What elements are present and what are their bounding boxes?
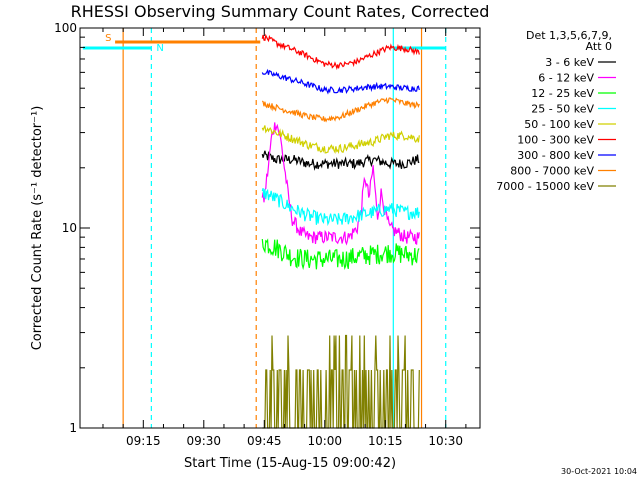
axes: 1 10 100 09:15 09:30 09:45 10:00 10:15 10:30 [54,21,481,448]
x-tick-label: 10:15 [368,434,403,448]
chart-title: RHESSI Observing Summary Count Rates, Co… [71,2,490,21]
x-tick-label: 09:45 [247,434,282,448]
legend-entry-label: 800 - 7000 keV [510,165,594,178]
legend-entry-label: 12 - 25 keV [531,87,594,100]
series-line [261,122,420,246]
y-tick-label: 10 [62,221,77,235]
legend-entry-label: 25 - 50 keV [531,103,594,116]
flag-label: S [105,33,111,44]
y-axis-label: Corrected Count Rate (s⁻¹ detector⁻¹) [30,106,45,351]
x-axis-label: Start Time (15-Aug-15 09:00:42) [184,456,396,471]
legend-entry-label: 7000 - 15000 keV [496,180,594,193]
series-line [261,125,420,155]
legend-entry-label: 6 - 12 keV [538,72,594,85]
series-line [261,97,420,123]
legend-header: Att 0 [586,40,612,53]
x-tick-label: 10:00 [307,434,342,448]
series-line [261,150,420,171]
timestamp: 30-Oct-2021 10:04 [561,467,637,476]
y-tick-label: 1 [69,421,77,435]
legend-entry-label: 3 - 6 keV [545,56,594,69]
legend-entry-label: 100 - 300 keV [517,134,594,147]
legend: Det 1,3,5,6,7,9,Att 0 3 - 6 keV 6 - 12 keV… [496,29,616,193]
x-tick-label: 10:30 [428,434,463,448]
legend-header: Det 1,3,5,6,7,9, [526,29,612,42]
x-tick-label: 09:15 [126,434,161,448]
series-line [261,188,420,227]
legend-entry-label: 50 - 100 keV [524,118,594,131]
flag-label: N [156,43,163,54]
series-line [261,238,420,271]
series-line [261,33,420,71]
y-tick-label: 100 [54,21,77,35]
legend-entry-label: 300 - 800 keV [517,149,594,162]
x-tick-label: 09:30 [186,434,221,448]
series-line [261,68,420,95]
